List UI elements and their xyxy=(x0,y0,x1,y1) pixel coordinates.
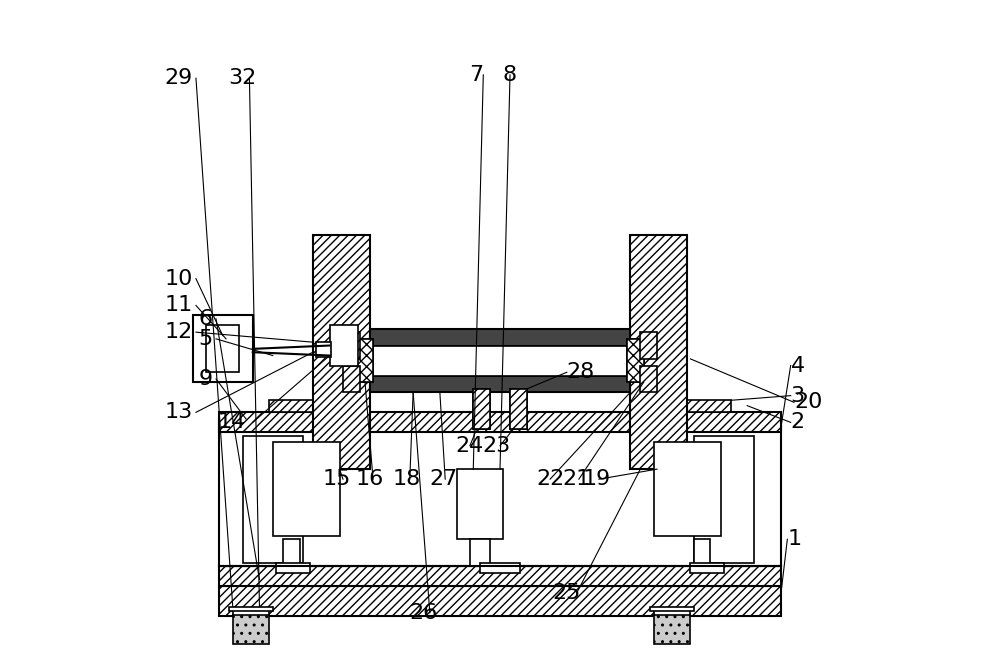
Bar xyxy=(330,325,358,366)
Bar xyxy=(276,563,310,573)
Text: 25: 25 xyxy=(553,583,581,603)
Bar xyxy=(654,442,721,536)
Bar xyxy=(193,315,253,382)
Bar xyxy=(690,563,724,573)
Text: 22: 22 xyxy=(536,469,564,489)
Bar xyxy=(370,346,630,376)
Bar xyxy=(233,609,269,615)
Bar xyxy=(233,614,269,644)
Text: 4: 4 xyxy=(791,356,805,376)
Bar xyxy=(627,339,644,382)
Text: 18: 18 xyxy=(392,469,421,489)
Text: 20: 20 xyxy=(794,393,822,412)
Bar xyxy=(273,442,340,536)
Text: 16: 16 xyxy=(356,469,384,489)
Text: 10: 10 xyxy=(164,268,193,289)
Text: 11: 11 xyxy=(164,295,193,315)
Text: 28: 28 xyxy=(567,362,595,382)
Bar xyxy=(219,413,781,432)
Text: 24: 24 xyxy=(456,435,484,456)
Text: 12: 12 xyxy=(164,322,193,342)
Bar xyxy=(283,539,300,566)
Bar xyxy=(269,401,330,413)
Text: 2: 2 xyxy=(791,413,805,432)
Bar xyxy=(510,389,527,429)
Text: 5: 5 xyxy=(198,329,213,349)
Bar xyxy=(670,401,731,413)
Text: 19: 19 xyxy=(583,469,611,489)
Bar xyxy=(470,539,490,566)
Text: 7: 7 xyxy=(470,65,484,85)
Bar xyxy=(219,566,781,586)
Text: 1: 1 xyxy=(787,529,801,550)
Bar xyxy=(229,607,273,611)
Text: 23: 23 xyxy=(483,435,511,456)
Text: 14: 14 xyxy=(218,413,246,432)
Bar xyxy=(243,435,303,563)
Bar xyxy=(313,236,370,469)
Text: 32: 32 xyxy=(229,68,257,88)
Bar xyxy=(457,469,503,539)
Bar xyxy=(343,366,360,393)
Bar xyxy=(694,435,754,563)
Bar xyxy=(654,609,690,615)
Bar xyxy=(630,236,687,469)
Bar xyxy=(356,339,373,382)
Bar xyxy=(650,607,694,611)
Bar xyxy=(219,586,781,616)
Bar xyxy=(640,366,657,393)
Bar xyxy=(627,339,644,382)
Text: 9: 9 xyxy=(199,369,213,389)
Text: 6: 6 xyxy=(199,309,213,329)
Bar xyxy=(640,332,657,359)
Bar xyxy=(219,419,781,566)
Text: 29: 29 xyxy=(164,68,193,88)
Text: 13: 13 xyxy=(164,403,193,422)
Bar xyxy=(316,342,331,357)
Bar xyxy=(370,329,630,346)
Bar xyxy=(694,539,710,566)
Bar xyxy=(356,339,373,382)
Text: 3: 3 xyxy=(791,386,805,406)
Bar xyxy=(654,614,690,644)
Bar xyxy=(370,376,630,393)
Bar xyxy=(510,389,527,429)
Text: 21: 21 xyxy=(563,469,591,489)
Text: 26: 26 xyxy=(409,603,437,623)
Bar xyxy=(343,332,360,359)
Bar xyxy=(206,325,239,372)
Bar xyxy=(473,389,490,429)
Bar xyxy=(473,389,490,429)
Text: 15: 15 xyxy=(322,469,350,489)
Text: 27: 27 xyxy=(429,469,457,489)
Text: 8: 8 xyxy=(503,65,517,85)
Bar xyxy=(480,563,520,573)
